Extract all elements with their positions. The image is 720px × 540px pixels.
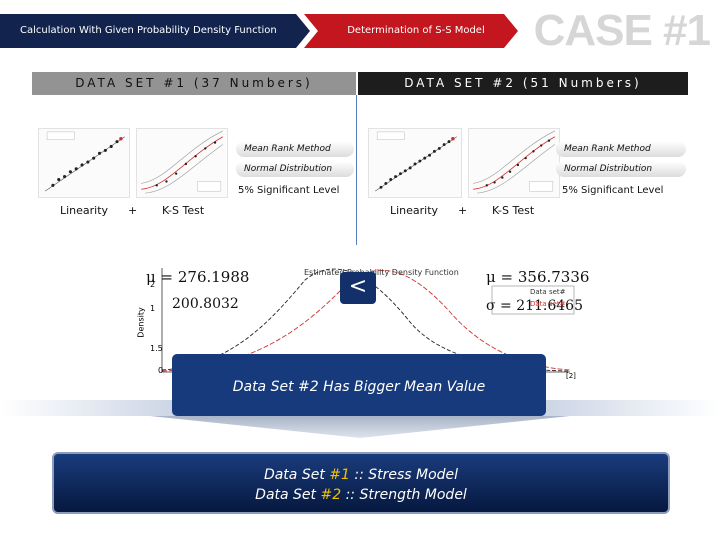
summary-line-1: Data Set #1 :: Stress Model (263, 467, 459, 483)
dataset-1-header: DATA SET #1 (37 Numbers) (32, 72, 356, 95)
dataset-1-significance: 5% Significant Level (238, 185, 340, 196)
summary-line-2: Data Set #2 :: Strength Model (255, 487, 467, 503)
dataset-1-linearity-label: Linearity (60, 204, 109, 217)
summary-dataset-1-highlight: #1 (329, 467, 350, 483)
center-divider (356, 95, 357, 245)
dataset-2-linearity-plot (368, 128, 462, 198)
dataset-2-header: DATA SET #2 (51 Numbers) (358, 72, 688, 95)
dataset-1-method: Mean Rank Method (236, 141, 354, 157)
down-arrow-funnel (150, 416, 570, 438)
step-2-tab[interactable]: Determination of S-S Model (304, 14, 518, 48)
pdf-curve-dataset-1 (161, 268, 571, 372)
dataset-1-distribution: Normal Distribution (236, 161, 354, 177)
dataset-2-significance: 5% Significant Level (562, 185, 664, 196)
mean-comparison-banner: Data Set #2 Has Bigger Mean Value (172, 354, 546, 416)
dataset-1-ks-label: K-S Test (162, 204, 205, 217)
less-than-symbol: < (340, 272, 376, 304)
y-tick-1: 1 (150, 304, 156, 313)
pdf-legend-1: Data set# (530, 288, 566, 296)
pdf-plot-title: Estimated Probability Density Function (304, 268, 459, 277)
mu-2-label: μ = 356.7336 (486, 268, 590, 286)
y-tick-1-5: 1.5 (150, 344, 163, 353)
pdf-legend-2: Data set# (530, 300, 566, 308)
dataset-2-ks-label: K-S Test (492, 204, 535, 217)
pdf-x-end-label: [2] (566, 372, 576, 380)
dataset-1-linearity-plot (38, 128, 130, 198)
mu-1-label: μ = 276.1988 (146, 268, 250, 286)
step-1-tab[interactable]: Calculation With Given Probability Densi… (0, 14, 310, 48)
y-tick-0: 0 (158, 366, 164, 375)
dataset-2-ks-plot (468, 128, 560, 198)
dataset-2-plus: + (458, 204, 468, 217)
model-summary-box: Data Set #1 :: Stress Model Data Set #2 … (52, 452, 670, 514)
summary-dataset-2-highlight: #2 (320, 487, 342, 503)
case-title: CASE #1 (533, 6, 711, 55)
dataset-1-ks-plot (136, 128, 228, 198)
pdf-y-label: Density (136, 307, 146, 338)
dataset-2-distribution: Normal Distribution (556, 161, 686, 177)
dataset-2-linearity-label: Linearity (390, 204, 439, 217)
y-tick-2: 2 (150, 280, 156, 289)
sigma-2-label: σ = 211.6465 (486, 298, 583, 314)
sigma-1-label: 200.8032 (172, 296, 239, 312)
dataset-2-method: Mean Rank Method (556, 141, 686, 157)
dataset-1-plus: + (128, 204, 138, 217)
